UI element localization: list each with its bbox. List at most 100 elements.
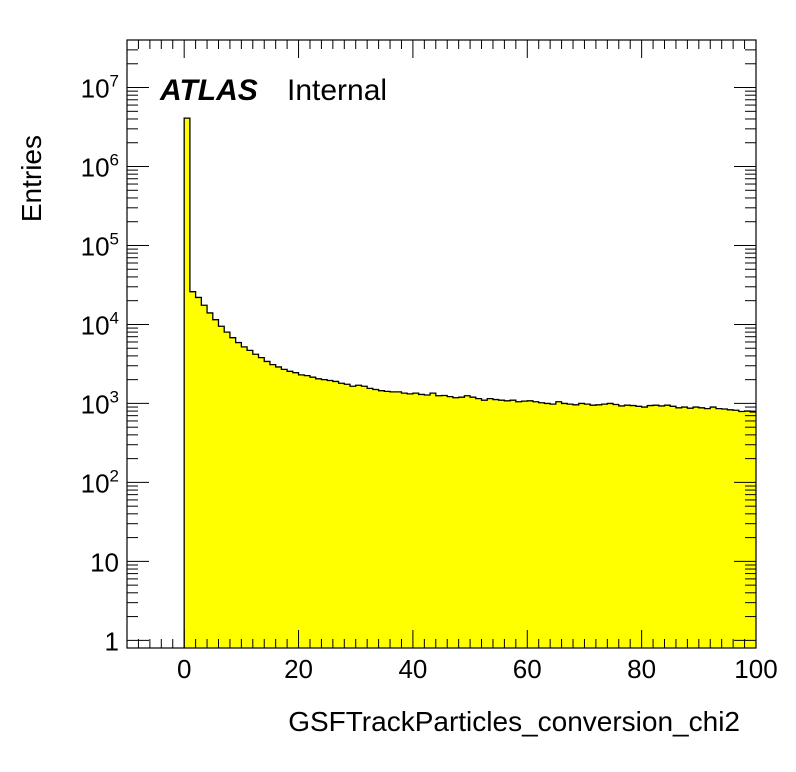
- histogram-bin: [258, 357, 265, 648]
- histogram-bin: [624, 405, 631, 648]
- y-axis-title: Entries: [16, 135, 47, 222]
- histogram-bin: [555, 401, 562, 648]
- histogram-bin: [681, 407, 688, 648]
- histogram-bin: [372, 389, 379, 648]
- histogram-bin: [567, 404, 574, 648]
- histogram-bin: [630, 405, 637, 648]
- x-tick-label: 0: [177, 654, 191, 684]
- histogram-bin: [510, 400, 517, 648]
- histogram-bin: [670, 406, 677, 648]
- histogram-bin: [527, 400, 534, 648]
- histogram-bin: [229, 337, 237, 648]
- histogram-bin: [395, 391, 402, 648]
- histogram-bin: [235, 342, 242, 648]
- histogram-bin: [401, 393, 408, 648]
- histogram-bin: [635, 406, 643, 648]
- histogram-bin: [189, 291, 197, 648]
- histogram-bin: [264, 361, 271, 648]
- histogram-bin: [321, 379, 328, 648]
- histogram-bin: [378, 390, 385, 648]
- y-tick-label: 105: [81, 229, 119, 261]
- histogram-bin: [309, 377, 317, 648]
- y-tick-label: 102: [81, 466, 119, 498]
- histogram-bin: [492, 399, 500, 648]
- histogram-bin: [367, 388, 374, 648]
- plot-frame: [126, 39, 757, 649]
- histogram-bin: [441, 395, 448, 648]
- histogram-bin: [384, 391, 391, 648]
- histogram-bin: [618, 405, 625, 648]
- histogram-bin: [544, 403, 551, 648]
- histogram-bin: [275, 366, 282, 648]
- histogram-bin: [738, 411, 745, 648]
- histogram-bin: [447, 396, 454, 648]
- histogram-bin: [601, 404, 608, 648]
- y-tick-label: 104: [81, 308, 119, 340]
- histogram-bin: [452, 397, 460, 648]
- histogram-bin: [304, 375, 311, 648]
- y-tick-label: 103: [81, 387, 119, 419]
- histogram-bin: [498, 400, 505, 648]
- histogram-bin: [332, 381, 339, 648]
- plot-border: [126, 39, 757, 649]
- histogram-bin: [744, 411, 751, 648]
- histogram-bin: [590, 405, 597, 648]
- histogram-bin: [327, 380, 334, 648]
- histogram-bin: [458, 397, 465, 648]
- histogram-bin: [418, 394, 425, 648]
- histogram-bin: [521, 401, 528, 648]
- histogram-bin: [424, 394, 431, 648]
- histogram-bin: [658, 405, 665, 648]
- histogram-bin: [475, 398, 482, 648]
- histogram-bin: [298, 374, 305, 648]
- histogram-bin: [184, 118, 191, 648]
- histogram-bin: [653, 405, 660, 648]
- histogram-bin: [675, 407, 683, 648]
- histogram-bin: [584, 404, 591, 648]
- histogram-bin: [224, 332, 231, 648]
- y-tick-label: 1: [105, 626, 119, 656]
- histogram-bin: [350, 386, 357, 648]
- histogram-bin: [390, 391, 397, 648]
- atlas-label-bold: ATLAS: [159, 74, 258, 107]
- histogram-bin: [201, 305, 208, 648]
- histogram-bin: [607, 403, 614, 648]
- histogram-bin: [338, 383, 345, 648]
- histogram-bin: [412, 393, 420, 648]
- histogram-bin: [715, 408, 723, 648]
- histogram-outline: [183, 117, 756, 648]
- histogram-bin: [218, 326, 225, 648]
- histogram-bin: [578, 403, 585, 648]
- histogram-bin: [247, 350, 254, 648]
- histogram-bin: [733, 410, 740, 648]
- histogram-bin: [595, 404, 603, 648]
- x-axis-ticks: 0 20 40 60 80 100: [126, 40, 778, 684]
- histogram-bin: [641, 407, 648, 648]
- histogram-bin: [281, 369, 288, 648]
- histogram-bin: [664, 405, 671, 648]
- histogram-bars: [183, 117, 757, 648]
- histogram-bin: [550, 404, 557, 648]
- histogram-bin: [292, 372, 299, 648]
- histogram-bin: [698, 407, 705, 648]
- x-tick-label: 60: [513, 654, 542, 684]
- histogram-bin: [361, 386, 368, 648]
- histogram-bin: [687, 408, 694, 648]
- x-tick-label: 80: [627, 654, 656, 684]
- histogram-bin: [561, 403, 568, 648]
- x-tick-label: 40: [398, 654, 427, 684]
- histogram-bin: [252, 354, 259, 648]
- x-axis-title: GSFTrackParticles_conversion_chi2: [288, 706, 740, 737]
- histogram-bin: [487, 398, 494, 648]
- histogram-bin: [269, 364, 277, 648]
- histogram-bin: [727, 409, 734, 648]
- histogram-bin: [355, 385, 362, 648]
- histogram-bin: [704, 408, 711, 648]
- histogram-bin: [647, 405, 654, 648]
- histogram-bin: [538, 402, 545, 648]
- atlas-label-internal: Internal: [287, 74, 387, 107]
- histogram-bin: [212, 319, 219, 648]
- histogram-bin: [241, 346, 248, 648]
- y-tick-label: 10: [90, 547, 119, 577]
